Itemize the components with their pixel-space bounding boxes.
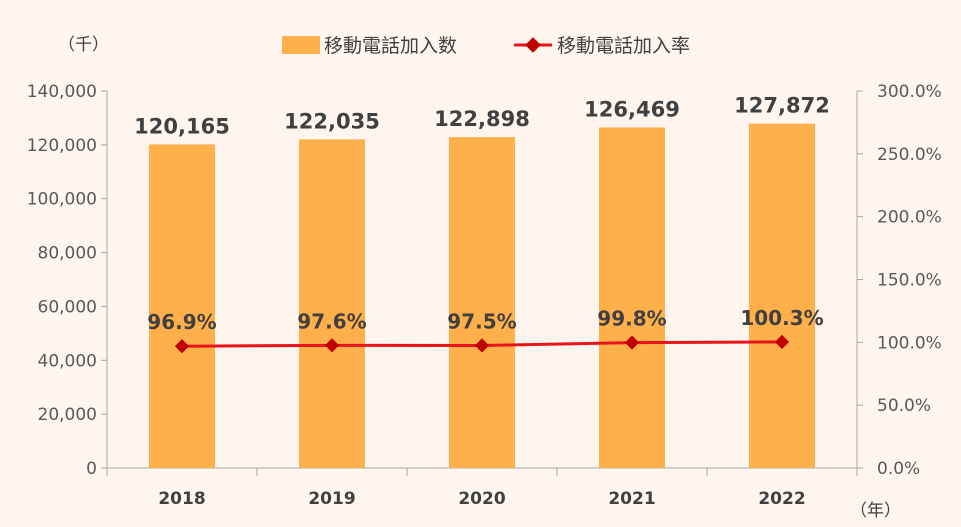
y-right-tick-label: 0.0% — [877, 459, 920, 479]
y-left-tick-label: 40,000 — [38, 351, 97, 371]
x-tick-label: 2018 — [158, 489, 205, 509]
rate-data-label: 97.5% — [447, 309, 516, 333]
y-right-tick-label: 250.0% — [877, 145, 942, 165]
rate-marker — [474, 338, 490, 353]
y-left-tick-label: 20,000 — [38, 405, 97, 425]
bar-labels: 120,165 122,035 122,898 126,469 127,872 — [134, 94, 830, 139]
bars — [149, 123, 815, 469]
legend-label-line: 移動電話加入率 — [557, 35, 690, 57]
bar — [449, 137, 515, 469]
rate-data-label: 100.3% — [740, 306, 823, 330]
y-left-unit-label: （千） — [58, 35, 109, 55]
x-tick-label: 2020 — [458, 489, 505, 509]
y-right-tick-label: 100.0% — [877, 333, 942, 353]
y-right-tick-label: 150.0% — [877, 271, 942, 291]
x-tick-label: 2019 — [308, 489, 355, 509]
y-left-tick-label: 100,000 — [27, 190, 97, 210]
y-right-tick-label: 50.0% — [877, 396, 931, 416]
legend-swatch-bar — [282, 36, 320, 54]
y-right-tick-label: 200.0% — [877, 208, 942, 228]
rate-marker — [624, 335, 640, 350]
y-left-tick-label: 60,000 — [38, 297, 97, 317]
x-axis-unit-label: （年） — [850, 501, 901, 521]
y-left-tick-label: 80,000 — [38, 244, 97, 264]
rate-marker — [774, 334, 790, 350]
bar-data-label: 122,898 — [434, 107, 530, 131]
rate-data-label: 99.8% — [597, 307, 666, 331]
x-tick-label: 2022 — [758, 489, 805, 509]
x-tick-label: 2021 — [608, 489, 655, 509]
rate-data-label: 97.6% — [297, 309, 366, 333]
legend: 移動電話加入数 移動電話加入率 — [282, 35, 690, 57]
y-left-tick-label: 120,000 — [27, 136, 97, 156]
axes: 0 20,000 40,000 60,000 80,000 100,000 120,000 1… — [27, 82, 942, 509]
legend-swatch-marker — [525, 37, 541, 53]
bar-data-label: 120,165 — [134, 114, 230, 138]
bar-data-label: 127,872 — [734, 94, 830, 118]
line-series — [174, 334, 790, 354]
y-left-tick-label: 140,000 — [27, 82, 97, 102]
bar-data-label: 122,035 — [284, 109, 380, 133]
rate-marker — [324, 338, 340, 353]
bar — [749, 123, 815, 469]
line-labels: 96.9% 97.6% 97.5% 99.8% 100.3% — [147, 306, 823, 334]
bar — [149, 144, 215, 468]
legend-label-bar: 移動電話加入数 — [324, 35, 457, 57]
bar — [599, 127, 665, 469]
y-right-tick-label: 300.0% — [877, 82, 942, 102]
rate-data-label: 96.9% — [147, 310, 216, 334]
bar-data-label: 126,469 — [584, 97, 680, 121]
rate-marker — [174, 339, 190, 354]
bar — [299, 139, 365, 468]
y-left-tick-label: 0 — [86, 459, 97, 479]
